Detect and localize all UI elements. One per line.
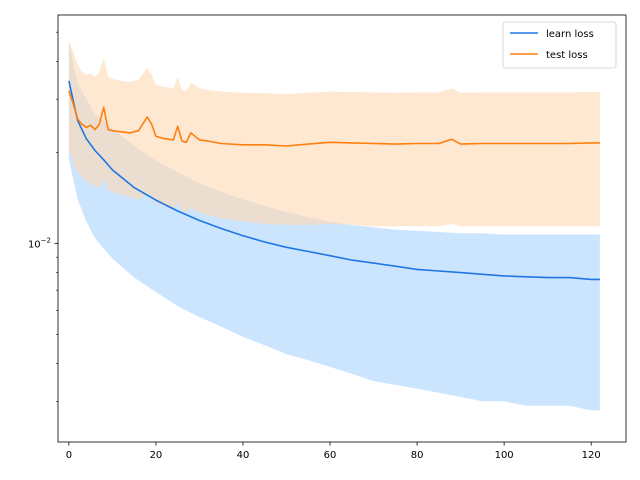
x-axis: 0 20 40 60 80 100 120 [66, 442, 601, 461]
x-tick-label: 80 [411, 450, 424, 461]
x-tick-label: 100 [495, 450, 514, 461]
x-tick-label: 60 [324, 450, 337, 461]
x-tick-label: 0 [66, 450, 72, 461]
legend-label-learn-loss: learn loss [546, 29, 594, 40]
x-tick-label: 120 [582, 450, 601, 461]
series-lines [68, 80, 600, 281]
test-loss-band [68, 40, 600, 227]
y-tick-label-exponent: −2 [41, 236, 51, 244]
x-tick-label: 40 [237, 450, 250, 461]
test-loss-line [68, 90, 600, 147]
learn-loss-line [68, 80, 600, 281]
legend: learn loss test loss [502, 21, 617, 69]
plot-frame [57, 14, 627, 443]
legend-label-test-loss: test loss [546, 50, 588, 61]
x-tick-label: 20 [150, 450, 163, 461]
confidence-bands [68, 40, 600, 411]
learn-loss-band [68, 43, 600, 411]
